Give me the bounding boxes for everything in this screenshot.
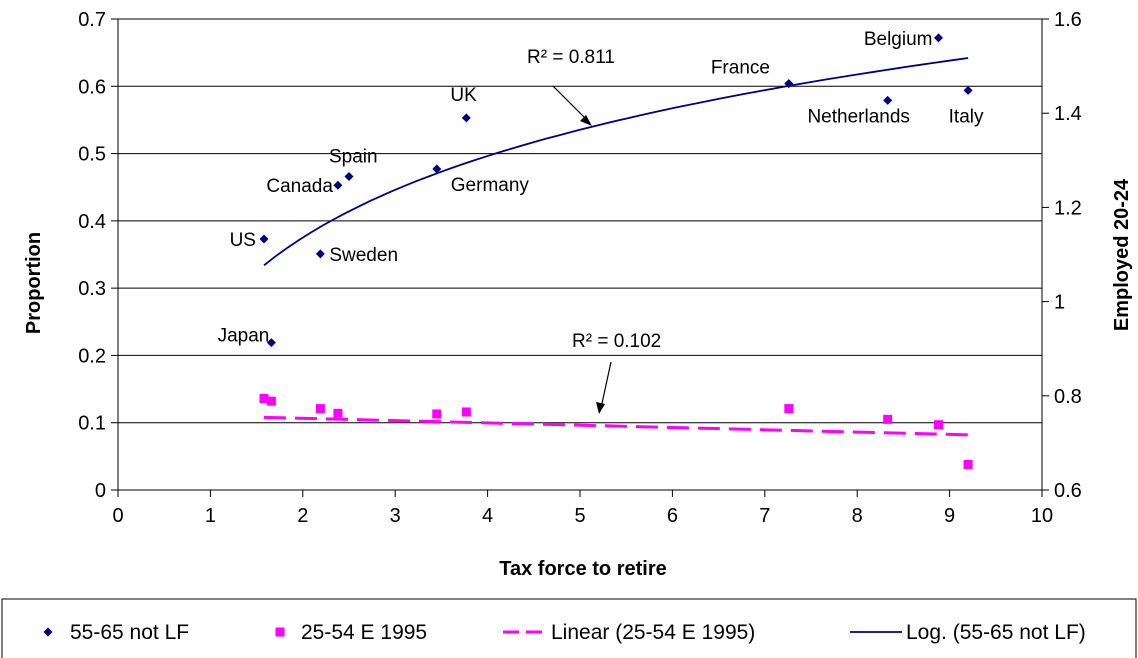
x-tick-label: 10 xyxy=(1031,505,1053,527)
x-axis-title: Tax force to retire xyxy=(499,558,666,580)
point-label: US xyxy=(230,230,256,251)
x-tick-label: 2 xyxy=(297,505,308,527)
point-25-54-e-1995 xyxy=(333,408,343,418)
point-label: Belgium xyxy=(864,29,933,50)
gridlines xyxy=(118,18,1042,424)
data-points xyxy=(259,33,973,469)
trendlines xyxy=(263,57,969,437)
point-55-65-not-lf xyxy=(333,180,343,190)
y2-tick-label: 0.6 xyxy=(1054,480,1082,502)
x-tick-label: 1 xyxy=(205,505,216,527)
point-25-54-e-1995 xyxy=(883,414,893,424)
point-25-54-e-1995 xyxy=(315,404,325,414)
x-tick-labels: 0 1 2 3 4 5 6 7 8 9 10 xyxy=(112,505,1053,527)
y2-tick-label: 1.2 xyxy=(1054,197,1082,219)
point-25-54-e-1995 xyxy=(266,396,276,406)
y-tick-label: 0.3 xyxy=(78,278,106,300)
legend-label: Linear (25-54 E 1995) xyxy=(551,621,755,644)
y-tick-label: 0.5 xyxy=(78,144,106,166)
r2-label-log: R² = 0.811 xyxy=(527,47,615,68)
point-55-65-not-lf xyxy=(934,33,944,43)
point-label: Germany xyxy=(451,175,530,196)
point-label: Canada xyxy=(266,176,333,197)
x-tick-label: 5 xyxy=(574,505,585,527)
y2-tick-label: 1.6 xyxy=(1054,9,1082,31)
x-tick-label: 0 xyxy=(112,505,123,527)
y-tick-label: 0 xyxy=(95,480,106,502)
r2-log-arrow xyxy=(552,85,589,122)
point-55-65-not-lf xyxy=(432,164,442,174)
y-tick-labels: 0 0.1 0.2 0.3 0.4 0.5 0.6 0.7 xyxy=(78,9,106,502)
r2-lin-arrowhead xyxy=(596,402,605,414)
y-axis-title: Proportion xyxy=(23,232,45,334)
legend-label: 25-54 E 1995 xyxy=(301,621,427,644)
point-25-54-e-1995 xyxy=(461,407,471,417)
trendline-log xyxy=(263,57,969,267)
point-label: Sweden xyxy=(329,245,398,266)
legend-diamond-icon xyxy=(43,627,53,637)
point-55-65-not-lf xyxy=(266,338,276,348)
point-label: Netherlands xyxy=(807,106,909,127)
y-tick-label: 0.2 xyxy=(78,345,106,367)
point-label: Italy xyxy=(949,106,984,127)
legend: 55-65 not LF 25-54 E 1995 Linear (25-54 E … xyxy=(1,598,1137,658)
point-55-65-not-lf xyxy=(784,79,794,89)
legend-label: 55-65 not LF xyxy=(70,621,189,644)
x-tick-label: 3 xyxy=(390,505,401,527)
y-tick-label: 0.4 xyxy=(78,211,106,233)
x-tick-label: 6 xyxy=(667,505,678,527)
y2-tick-label: 1 xyxy=(1054,292,1065,314)
point-55-65-not-lf xyxy=(344,171,354,181)
legend-square-icon xyxy=(275,627,285,637)
point-labels: US Japan Sweden Canada Spain Germany UK France N… xyxy=(218,29,984,347)
point-25-54-e-1995 xyxy=(259,393,269,403)
x-tick-label: 8 xyxy=(852,505,863,527)
point-55-65-not-lf xyxy=(315,249,325,259)
point-25-54-e-1995 xyxy=(963,459,973,469)
point-label: UK xyxy=(450,85,477,106)
point-55-65-not-lf xyxy=(883,95,893,105)
point-25-54-e-1995 xyxy=(432,409,442,419)
trendline-linear xyxy=(263,415,969,437)
x-tick-label: 7 xyxy=(759,505,770,527)
point-label: Spain xyxy=(329,146,378,167)
x-tick-label: 4 xyxy=(482,505,493,527)
r2-label-linear: R² = 0.102 xyxy=(572,331,661,352)
point-55-65-not-lf xyxy=(461,113,471,123)
y2-tick-labels: 0.6 0.8 1 1.2 1.4 1.6 xyxy=(1054,9,1082,502)
y2-tick-label: 0.8 xyxy=(1054,386,1082,408)
point-25-54-e-1995 xyxy=(934,420,944,430)
r2-lin-arrow xyxy=(600,361,612,409)
y2-tick-label: 1.4 xyxy=(1054,103,1082,125)
axes xyxy=(111,18,1049,497)
legend-box xyxy=(1,598,1137,658)
legend-label: Log. (55-65 not LF) xyxy=(906,621,1086,644)
point-label: Japan xyxy=(218,326,270,347)
y-tick-label: 0.1 xyxy=(78,413,106,435)
y-tick-label: 0.6 xyxy=(78,76,106,98)
point-55-65-not-lf xyxy=(963,85,973,95)
point-25-54-e-1995 xyxy=(784,404,794,414)
r2-log-arrowhead xyxy=(580,115,592,126)
y2-axis-title: Employed 20-24 xyxy=(1111,178,1133,331)
y-tick-label: 0.7 xyxy=(78,9,106,31)
x-tick-label: 9 xyxy=(944,505,955,527)
point-label: France xyxy=(711,58,770,79)
point-55-65-not-lf xyxy=(259,234,269,244)
